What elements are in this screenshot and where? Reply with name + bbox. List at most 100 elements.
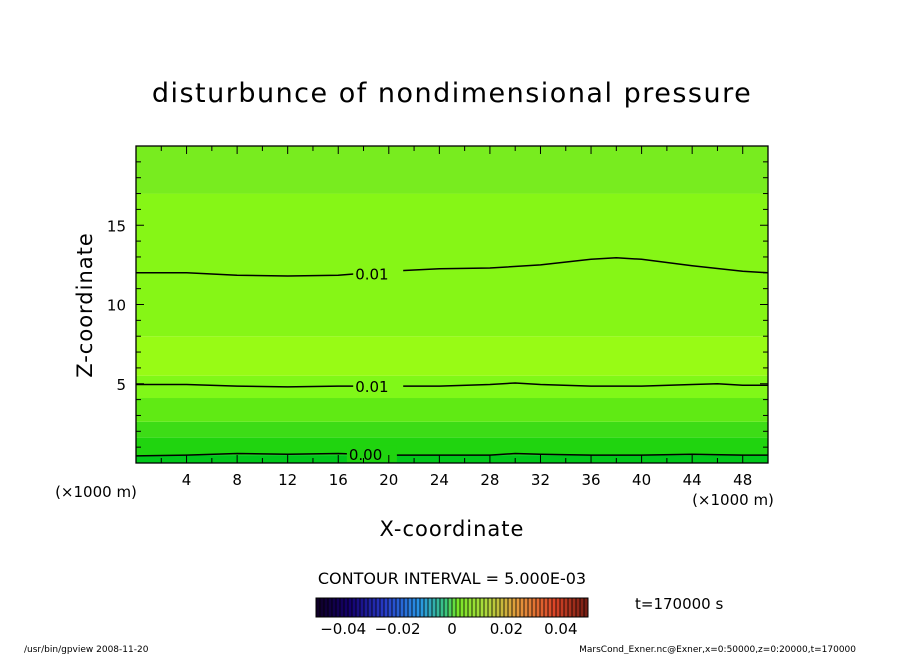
colorbar-cell (548, 598, 553, 617)
y-axis-ticks: 5 10 15 (107, 161, 768, 448)
x-tick-label: 44 (683, 471, 702, 489)
colorbar-cell (404, 598, 409, 617)
colorbar-cell (396, 598, 401, 617)
contour-label-1: 0.01 (355, 378, 388, 396)
y-tick-label: 5 (116, 376, 126, 394)
x-tick-label: 24 (430, 471, 449, 489)
colorbar-cell (536, 598, 541, 617)
colorbar-cell (516, 598, 521, 617)
colorbar-cell (356, 598, 361, 617)
contour-line-0 (136, 256, 768, 277)
plot-area (136, 146, 768, 463)
fill-bands (136, 146, 768, 463)
fill-band-0 (136, 455, 768, 463)
chart-title: disturbunce of nondimensional pressure (152, 78, 752, 109)
colorbar-cell (476, 598, 481, 617)
colorbar-cell (496, 598, 501, 617)
colorbar-cell (572, 598, 577, 617)
colorbar-cell (524, 598, 529, 617)
x-unit-right: (×1000 m) (692, 491, 774, 509)
colorbar-ticks: −0.04 −0.02 0 0.02 0.04 (320, 620, 577, 638)
colorbar-cell (468, 598, 473, 617)
colorbar-cell (560, 598, 565, 617)
colorbar-cell (368, 598, 373, 617)
colorbar-cell (584, 598, 589, 617)
contour-interval-text: CONTOUR INTERVAL = 5.000E-03 (318, 569, 586, 588)
x-tick-label: 12 (278, 471, 297, 489)
colorbar-cell (416, 598, 421, 617)
colorbar-cell (400, 598, 405, 617)
x-unit-left: (×1000 m) (55, 483, 137, 501)
colorbar-cell (324, 598, 329, 617)
footer-right: MarsCond_Exner.nc@Exner,x=0:50000,z=0:20… (579, 645, 856, 654)
fill-band-3 (136, 398, 768, 422)
colorbar-cell (532, 598, 537, 617)
colorbar-tick-label: 0.04 (544, 620, 577, 638)
colorbar-cell (412, 598, 417, 617)
colorbar-cell (432, 598, 437, 617)
colorbar-cell (568, 598, 573, 617)
colorbar-cell (444, 598, 449, 617)
colorbar-tick-label: −0.04 (320, 620, 366, 638)
colorbar-tick-label: −0.02 (375, 620, 421, 638)
colorbar-cell (420, 598, 425, 617)
colorbar-cell (344, 598, 349, 617)
colorbar-cell (488, 598, 493, 617)
fill-band-5 (136, 336, 768, 376)
colorbar-tick-label: 0 (447, 620, 457, 638)
colorbar-cell (408, 598, 413, 617)
contour-line-1 (136, 382, 768, 388)
fill-band-7 (136, 146, 768, 194)
colorbar-cell (452, 598, 457, 617)
colorbar-cell (388, 598, 393, 617)
colorbar-cell (576, 598, 581, 617)
contour-labels: 0.01 0.01 0.00 (346, 265, 404, 464)
colorbar-frame (315, 597, 589, 618)
colorbar-cell (500, 598, 505, 617)
colorbar-cell (380, 598, 385, 617)
y-tick-label: 15 (107, 217, 126, 235)
colorbar-cell (552, 598, 557, 617)
colorbar-cell (556, 598, 561, 617)
colorbar-cell (504, 598, 509, 617)
colorbar-cell (360, 598, 365, 617)
x-tick-label: 8 (232, 471, 242, 489)
y-tick-label: 10 (107, 297, 126, 315)
colorbar-cell (484, 598, 489, 617)
colorbar-cell (316, 598, 321, 617)
y-axis-label: Z-coordinate (73, 232, 97, 378)
colorbar-cell (340, 598, 345, 617)
contour-label-bg-0 (353, 265, 404, 282)
colorbar-cell (564, 598, 569, 617)
colorbar-cell (440, 598, 445, 617)
colorbar-cell (480, 598, 485, 617)
fill-band-6 (136, 193, 768, 337)
x-tick-label: 40 (632, 471, 651, 489)
colorbar-cell (384, 598, 389, 617)
colorbar-cell (332, 598, 337, 617)
colorbar-cell (320, 598, 325, 617)
colorbar-cell (352, 598, 357, 617)
contour-label-0: 0.01 (355, 266, 388, 284)
colorbar-tick-label: 0.02 (490, 620, 523, 638)
time-label: t=170000 s (635, 595, 723, 613)
x-tick-label: 4 (182, 471, 192, 489)
colorbar-cell (460, 598, 465, 617)
footer-left: /usr/bin/gpview 2008-11-20 (24, 645, 149, 654)
colorbar (315, 598, 589, 617)
colorbar-cell (428, 598, 433, 617)
x-tick-label: 32 (531, 471, 550, 489)
fill-band-4 (136, 375, 768, 399)
x-axis-ticks: 4 8 12 16 20 24 28 32 36 40 44 48 (160, 146, 752, 489)
colorbar-cell (364, 598, 369, 617)
x-tick-label: 28 (480, 471, 499, 489)
colorbar-cell (508, 598, 513, 617)
colorbar-cell (580, 598, 585, 617)
colorbar-cell (448, 598, 453, 617)
fill-band-1 (136, 437, 768, 456)
colorbar-cell (436, 598, 441, 617)
x-tick-label: 16 (329, 471, 348, 489)
colorbar-cell (520, 598, 525, 617)
x-tick-label: 20 (379, 471, 398, 489)
